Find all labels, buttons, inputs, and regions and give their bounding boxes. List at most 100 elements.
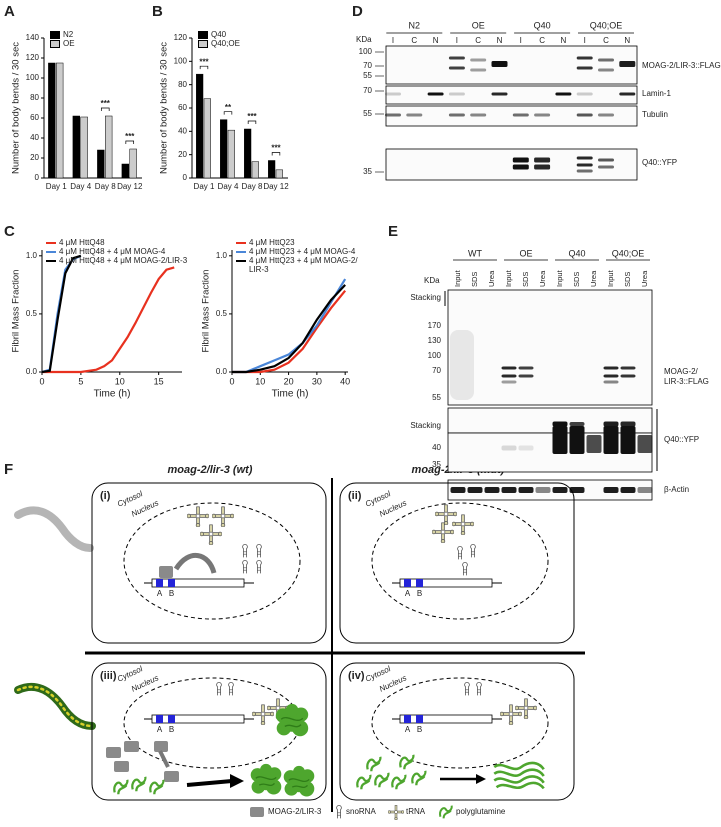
box-b	[168, 579, 175, 587]
legend-entry: 4 μM HttQ48	[46, 238, 206, 247]
blot-band	[450, 487, 466, 493]
blot-band	[603, 426, 619, 454]
lane-label: Input	[504, 269, 513, 287]
quadrant-label: (i)	[100, 490, 111, 502]
blot-band	[620, 366, 636, 370]
significance-bracket	[125, 140, 135, 144]
moag-protein	[114, 761, 129, 772]
blot-band	[576, 156, 593, 160]
box-a-label: A	[157, 589, 163, 598]
lane-label: I	[392, 36, 394, 45]
significance-bracket	[271, 152, 281, 156]
legend-label: 4 μM HttQ23 + 4 μM MOAG-4	[249, 247, 356, 256]
lane-label: N	[561, 36, 567, 45]
y-tick-label: 100	[174, 56, 188, 65]
sno-icon	[457, 545, 463, 560]
nucleus-outline	[123, 502, 301, 620]
gene-body	[151, 578, 245, 588]
y-tick-label: 20	[30, 153, 39, 162]
blot-band	[619, 61, 636, 67]
bar	[268, 160, 276, 179]
x-tick-label: Day 4	[218, 182, 239, 191]
lane-label: C	[475, 36, 481, 45]
binding-arrow	[173, 552, 217, 574]
lane-label: N	[497, 36, 503, 45]
blot-band	[576, 66, 593, 70]
blot-band	[501, 380, 517, 384]
sno-icon	[256, 559, 262, 574]
legend-label: Q40	[211, 30, 227, 39]
y-tick-label: 80	[30, 93, 39, 102]
nucleus-outline	[371, 677, 549, 769]
polyq-icon	[399, 753, 415, 771]
kda-label: KDa	[356, 35, 372, 44]
box-a	[404, 715, 411, 723]
significance-bracket	[223, 111, 233, 115]
box-a	[156, 579, 163, 587]
blot-band	[501, 487, 517, 493]
legend-swatch	[198, 40, 208, 48]
y-tick-label: 0.0	[216, 367, 228, 376]
mw-marker: 130	[428, 336, 442, 345]
blot-band	[448, 56, 465, 60]
box-b-label: B	[169, 589, 174, 598]
bar	[220, 119, 228, 179]
legend-label: MOAG-2/LIR-3	[268, 807, 322, 816]
blot-band	[603, 366, 619, 370]
quadrant-label: (ii)	[348, 490, 362, 502]
band-label: Q40::YFP	[664, 435, 699, 444]
legend-swatch	[236, 242, 246, 244]
x-tick-label: 40	[340, 376, 350, 386]
sno-icon	[242, 559, 248, 574]
bar	[72, 115, 81, 179]
legend-label: 4 μM HttQ23	[249, 238, 295, 247]
mw-marker: 70	[363, 86, 372, 95]
y-tick-label: 80	[178, 80, 187, 89]
significance-bracket	[100, 107, 110, 111]
lane-label: SDS	[521, 272, 530, 287]
mw-marker: 35	[432, 460, 441, 469]
cell-box	[339, 662, 575, 801]
box-b-label: B	[417, 589, 422, 598]
blot-band	[576, 113, 593, 117]
blot-band	[470, 58, 487, 62]
y-tick-label: 40	[30, 133, 39, 142]
blot-band	[501, 445, 517, 451]
blot-band	[427, 92, 444, 96]
blot-band	[603, 487, 619, 493]
y-tick-label: 120	[174, 33, 188, 42]
blot-band	[552, 426, 568, 454]
band-label: MOAG-2/	[664, 367, 699, 376]
x-tick-label: 15	[154, 376, 164, 386]
legend-swatch	[50, 40, 60, 48]
box-b-label: B	[417, 725, 422, 734]
panel-label: B	[152, 3, 163, 20]
lane-label: I	[456, 36, 458, 45]
polyq-icon	[374, 771, 390, 789]
mw-marker: 100	[359, 47, 373, 56]
legend: Q40 Q40;OE	[198, 30, 240, 48]
blot-band	[576, 169, 593, 173]
sno-icon	[476, 681, 482, 696]
lane-label: SDS	[572, 272, 581, 287]
blot-band	[552, 487, 568, 493]
box-b	[168, 715, 175, 723]
y-axis-label: Fibril Mass Fraction	[11, 270, 22, 353]
blot-band	[470, 113, 487, 117]
legend-entry: Q40	[198, 30, 240, 39]
x-axis-label: Time (h)	[272, 389, 309, 400]
blot-band	[620, 374, 636, 378]
series-line	[41, 254, 82, 374]
sno-icon	[462, 561, 468, 576]
sno-icon	[216, 681, 222, 696]
y-tick-label: 0.5	[216, 309, 228, 318]
x-tick-label: Day 1	[194, 182, 215, 191]
blot-band	[569, 422, 585, 426]
blot-band	[512, 113, 529, 117]
blot-strip	[447, 289, 653, 406]
legend-swatch	[46, 242, 56, 244]
legend-label: 4 μM HttQ48 + 4 μM MOAG-2/LIR-3	[59, 256, 188, 265]
mw-marker: 55	[363, 71, 372, 80]
bar	[275, 169, 283, 179]
bar	[105, 115, 113, 179]
